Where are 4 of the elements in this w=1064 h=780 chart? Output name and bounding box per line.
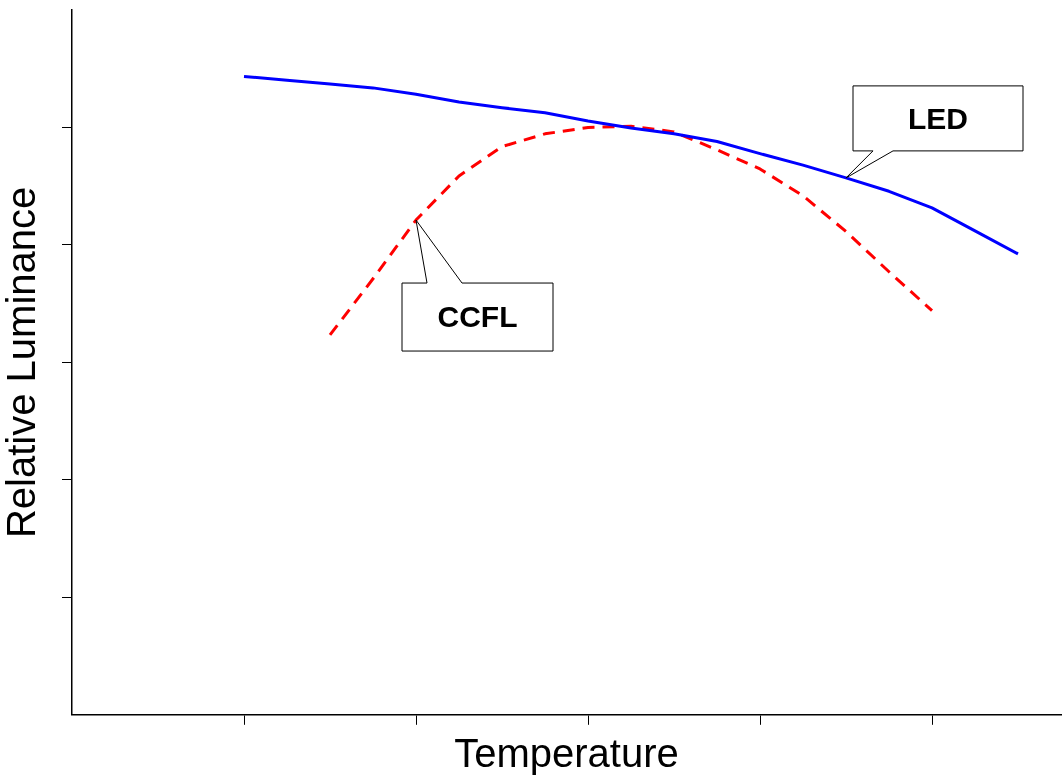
- series-label: LED: [908, 101, 968, 135]
- x-axis-title: Temperature: [454, 731, 679, 776]
- text: CCFL: [437, 300, 518, 334]
- y-axis-title: Relative Luminance: [0, 186, 44, 539]
